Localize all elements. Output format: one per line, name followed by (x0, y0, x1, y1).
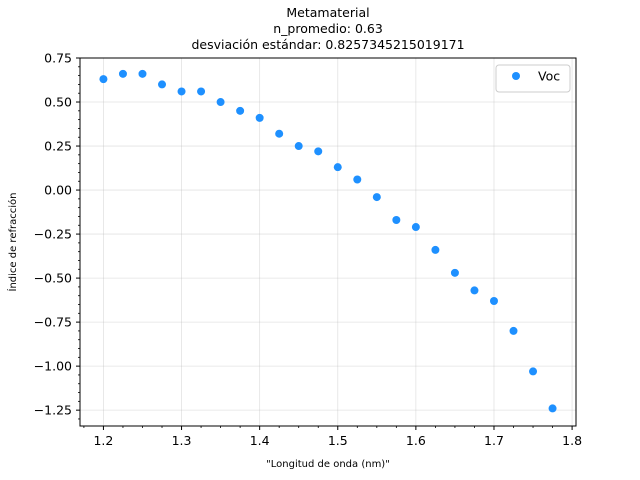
data-point (118, 69, 127, 78)
x-axis-ticks: 1.2 1.3 1.4 1.5 1.6 1.7 1.8 (83, 426, 582, 448)
chart-title-line-2: n_promedio: 0.63 (273, 21, 383, 36)
data-point (294, 142, 303, 151)
data-point (158, 80, 167, 89)
data-point (138, 69, 147, 78)
data-point (236, 106, 245, 115)
data-point (509, 326, 518, 335)
data-points (99, 69, 557, 413)
x-tick-label: 1.4 (250, 433, 270, 448)
y-tick-label: 0.25 (44, 139, 72, 154)
chart-title-line-1: Metamaterial (286, 5, 369, 20)
x-tick-label: 1.5 (328, 433, 348, 448)
data-point (275, 129, 284, 138)
y-tick-label: −0.50 (34, 271, 72, 286)
data-point (314, 147, 323, 156)
data-point (353, 175, 362, 184)
data-point (333, 163, 342, 172)
data-point (548, 404, 557, 413)
y-axis-label: Índice de refracción (6, 193, 19, 292)
data-point (216, 98, 225, 107)
x-tick-label: 1.6 (406, 433, 426, 448)
data-point (529, 367, 538, 376)
data-point (372, 193, 381, 202)
data-point (177, 87, 186, 96)
x-tick-label: 1.7 (484, 433, 504, 448)
legend-box (495, 64, 571, 93)
grid-lines (80, 57, 576, 426)
data-point (392, 215, 401, 224)
plot-frame (79, 57, 577, 427)
y-axis-ticks: 0.75 0.50 0.25 0.00 −0.25 −0.50 −0.75 −1.00 −1.2… (34, 51, 80, 420)
x-tick-label: 1.8 (562, 433, 582, 448)
y-tick-label: −0.75 (34, 315, 72, 330)
y-tick-label: 0.00 (44, 183, 72, 198)
y-tick-label: 0.75 (44, 51, 72, 66)
y-tick-label: 0.50 (44, 95, 72, 110)
x-tick-label: 1.2 (93, 433, 113, 448)
data-point (411, 223, 420, 232)
legend-marker (512, 72, 520, 80)
legend-label: Voc (538, 69, 560, 84)
data-point (431, 245, 440, 254)
y-tick-label: −0.25 (34, 227, 72, 242)
data-point (99, 75, 108, 84)
x-tick-label: 1.3 (172, 433, 192, 448)
data-point (450, 268, 459, 277)
x-axis-label: "Longitud de onda (nm)" (266, 459, 390, 470)
data-point (197, 87, 206, 96)
data-point (255, 113, 264, 122)
data-point (489, 296, 498, 305)
y-tick-label: −1.25 (34, 403, 72, 418)
y-tick-label: −1.00 (34, 359, 72, 374)
chart-title-line-3: desviación estándar: 0.8257345215019171 (191, 37, 464, 52)
legend: Voc (495, 64, 571, 93)
data-point (470, 286, 479, 295)
